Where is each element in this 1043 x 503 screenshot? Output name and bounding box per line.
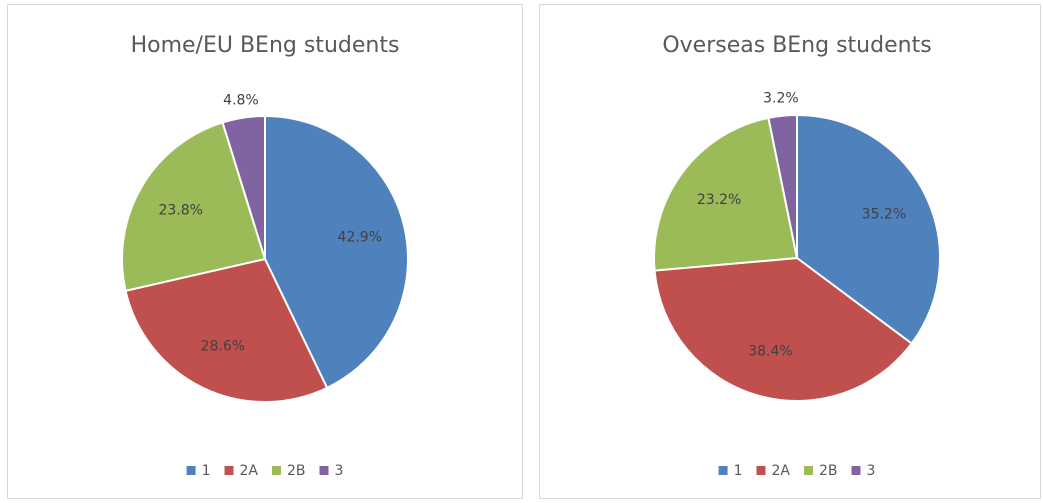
data-label: 42.9% — [338, 229, 382, 245]
data-label: 3.2% — [763, 91, 799, 107]
chart-title: Home/EU BEng students — [131, 33, 400, 58]
legend-label: 3 — [335, 463, 344, 479]
pie-slice — [796, 113, 941, 345]
pie-slice — [653, 256, 914, 402]
legend-swatch — [224, 466, 234, 475]
pie-slice — [121, 121, 267, 293]
legend-swatch — [186, 466, 196, 475]
legend-label: 2B — [819, 463, 838, 479]
legend-swatch — [718, 466, 728, 475]
data-label: 4.8% — [223, 93, 259, 109]
legend-label: 2A — [240, 463, 259, 479]
legend-label: 3 — [867, 463, 876, 479]
pie-slice — [124, 257, 329, 403]
legend-swatch — [319, 466, 329, 475]
pie-slice — [653, 116, 799, 272]
pie-slice — [221, 114, 266, 260]
pie-slice — [767, 113, 798, 259]
legend-swatch — [851, 466, 861, 475]
data-label: 35.2% — [862, 206, 906, 222]
chart-title: Overseas BEng students — [662, 33, 931, 58]
legend-label: 2B — [287, 463, 306, 479]
legend-swatch — [271, 466, 281, 475]
legend-label: 1 — [202, 463, 211, 479]
data-label: 23.8% — [158, 202, 202, 218]
data-label: 28.6% — [201, 339, 245, 355]
pie-slice — [264, 114, 409, 390]
data-label: 23.2% — [697, 192, 741, 208]
legend-swatch — [756, 466, 766, 475]
legend-swatch — [803, 466, 813, 475]
legend-label: 1 — [734, 463, 743, 479]
data-label: 38.4% — [748, 344, 792, 360]
legend-label: 2A — [772, 463, 791, 479]
